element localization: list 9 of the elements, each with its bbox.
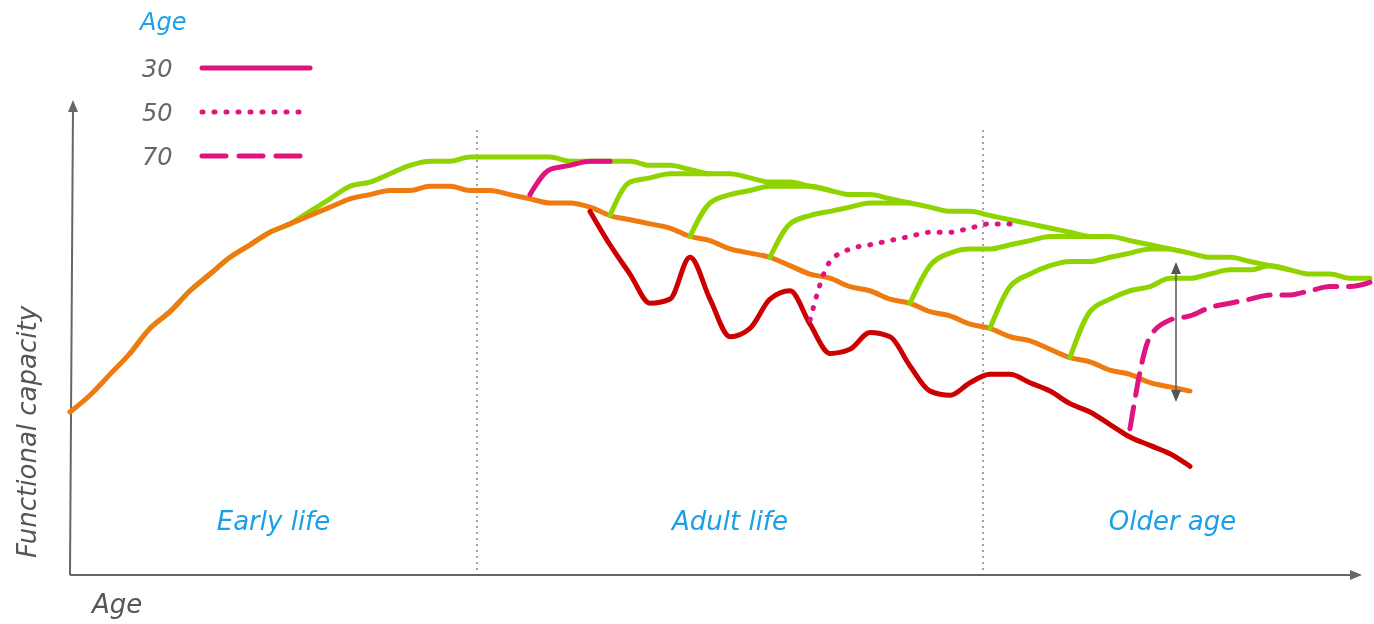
y-axis-title: Functional capacity (12, 305, 42, 559)
legend-title: Age (138, 8, 187, 36)
legend-label: 30 (142, 55, 173, 83)
annotation: Early life (216, 506, 331, 536)
annotation: Adult life (669, 506, 789, 536)
legend-label: 70 (142, 143, 173, 171)
annotation: Older age (1108, 506, 1237, 536)
x-axis-title: Age (90, 589, 143, 619)
legend-label: 50 (142, 99, 173, 127)
